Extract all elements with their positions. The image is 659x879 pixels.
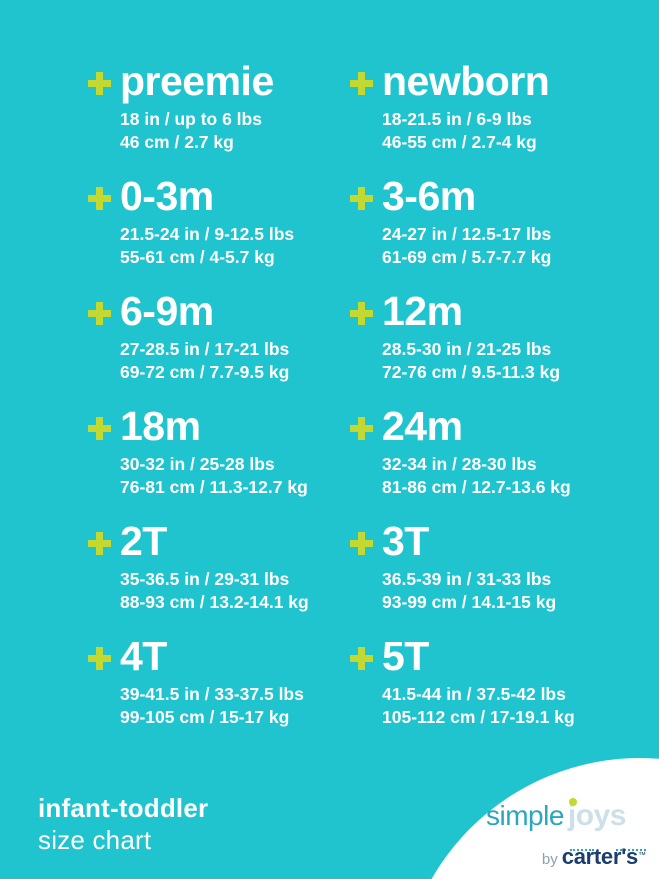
size-entry-3-6m: 3-6m 24-27 in / 12.5-17 lbs 61-69 cm / 5… [350, 173, 612, 288]
size-grid: preemie 18 in / up to 6 lbs 46 cm / 2.7 … [88, 58, 612, 748]
size-entry-24m: 24m 32-34 in / 28-30 lbs 81-86 cm / 12.7… [350, 403, 612, 518]
chart-title-line2: size chart [38, 825, 152, 855]
size-entry-5T: 5T 41.5-44 in / 37.5-42 lbs 105-112 cm /… [350, 633, 612, 748]
size-metric: 99-105 cm / 15-17 kg [120, 707, 290, 727]
plus-icon [350, 416, 373, 440]
plus-icon [350, 531, 373, 555]
logo-word-simple: simple [486, 800, 564, 831]
size-imperial: 18-21.5 in / 6-9 lbs [382, 109, 532, 129]
logo-jdot-icon [568, 798, 577, 806]
logo-by-text: by [541, 851, 558, 868]
size-name: 18m [120, 403, 201, 449]
trademark-symbol: ™ [638, 850, 646, 860]
logo-carters-text: carter's [561, 844, 639, 869]
plus-icon [88, 71, 111, 95]
size-name: 0-3m [120, 173, 214, 219]
logo-wordmark: simple joys [486, 798, 646, 837]
plus-icon [88, 416, 111, 440]
size-entry-2T: 2T 35-36.5 in / 29-31 lbs 88-93 cm / 13.… [88, 518, 350, 633]
size-metric: 105-112 cm / 17-19.1 kg [382, 707, 575, 727]
size-metric: 69-72 cm / 7.7-9.5 kg [120, 362, 290, 382]
plus-icon [88, 301, 111, 325]
size-metric: 81-86 cm / 12.7-13.6 kg [382, 477, 571, 497]
size-name: 3-6m [382, 173, 476, 219]
plus-icon [88, 531, 111, 555]
logo-byline: by carter's™ [486, 844, 646, 870]
size-name: 6-9m [120, 288, 214, 334]
dots-icon [570, 846, 594, 851]
size-metric: 46-55 cm / 2.7-4 kg [382, 132, 537, 152]
size-entry-0-3m: 0-3m 21.5-24 in / 9-12.5 lbs 55-61 cm / … [88, 173, 350, 288]
size-name: 3T [382, 518, 429, 564]
size-metric: 46 cm / 2.7 kg [120, 132, 234, 152]
size-entry-18m: 18m 30-32 in / 25-28 lbs 76-81 cm / 11.3… [88, 403, 350, 518]
plus-icon [88, 186, 111, 210]
size-imperial: 41.5-44 in / 37.5-42 lbs [382, 684, 566, 704]
size-name: 5T [382, 633, 429, 679]
chart-title-line1: infant-toddler [38, 793, 209, 823]
size-name: preemie [120, 58, 274, 104]
size-metric: 93-99 cm / 14.1-15 kg [382, 592, 557, 612]
size-metric: 76-81 cm / 11.3-12.7 kg [120, 477, 308, 497]
size-imperial: 39-41.5 in / 33-37.5 lbs [120, 684, 304, 704]
size-metric: 88-93 cm / 13.2-14.1 kg [120, 592, 309, 612]
chart-title: infant-toddler size chart [38, 792, 208, 856]
size-metric: 55-61 cm / 4-5.7 kg [120, 247, 275, 267]
size-imperial: 24-27 in / 12.5-17 lbs [382, 224, 552, 244]
logo-word-joys: joys [567, 798, 626, 832]
size-name: 4T [120, 633, 167, 679]
size-imperial: 21.5-24 in / 9-12.5 lbs [120, 224, 295, 244]
plus-icon [350, 186, 373, 210]
dots-icon [616, 846, 646, 851]
size-imperial: 18 in / up to 6 lbs [120, 109, 262, 129]
size-imperial: 36.5-39 in / 31-33 lbs [382, 569, 552, 589]
size-name: 24m [382, 403, 463, 449]
size-metric: 61-69 cm / 5.7-7.7 kg [382, 247, 552, 267]
size-entry-newborn: newborn 18-21.5 in / 6-9 lbs 46-55 cm / … [350, 58, 612, 173]
size-imperial: 30-32 in / 25-28 lbs [120, 454, 275, 474]
size-imperial: 35-36.5 in / 29-31 lbs [120, 569, 290, 589]
size-entry-3T: 3T 36.5-39 in / 31-33 lbs 93-99 cm / 14.… [350, 518, 612, 633]
plus-icon [88, 646, 111, 670]
size-name: 2T [120, 518, 167, 564]
size-name: newborn [382, 58, 550, 104]
size-entry-12m: 12m 28.5-30 in / 21-25 lbs 72-76 cm / 9.… [350, 288, 612, 403]
size-imperial: 28.5-30 in / 21-25 lbs [382, 339, 552, 359]
size-entry-6-9m: 6-9m 27-28.5 in / 17-21 lbs 69-72 cm / 7… [88, 288, 350, 403]
size-metric: 72-76 cm / 9.5-11.3 kg [382, 362, 561, 382]
size-entry-4T: 4T 39-41.5 in / 33-37.5 lbs 99-105 cm / … [88, 633, 350, 748]
size-imperial: 32-34 in / 28-30 lbs [382, 454, 537, 474]
size-name: 12m [382, 288, 463, 334]
plus-icon [350, 646, 373, 670]
plus-icon [350, 71, 373, 95]
plus-icon [350, 301, 373, 325]
size-entry-preemie: preemie 18 in / up to 6 lbs 46 cm / 2.7 … [88, 58, 350, 173]
size-imperial: 27-28.5 in / 17-21 lbs [120, 339, 290, 359]
logo-dotted-underline [486, 838, 646, 851]
brand-logo: simple joys by carter's™ [486, 798, 646, 870]
